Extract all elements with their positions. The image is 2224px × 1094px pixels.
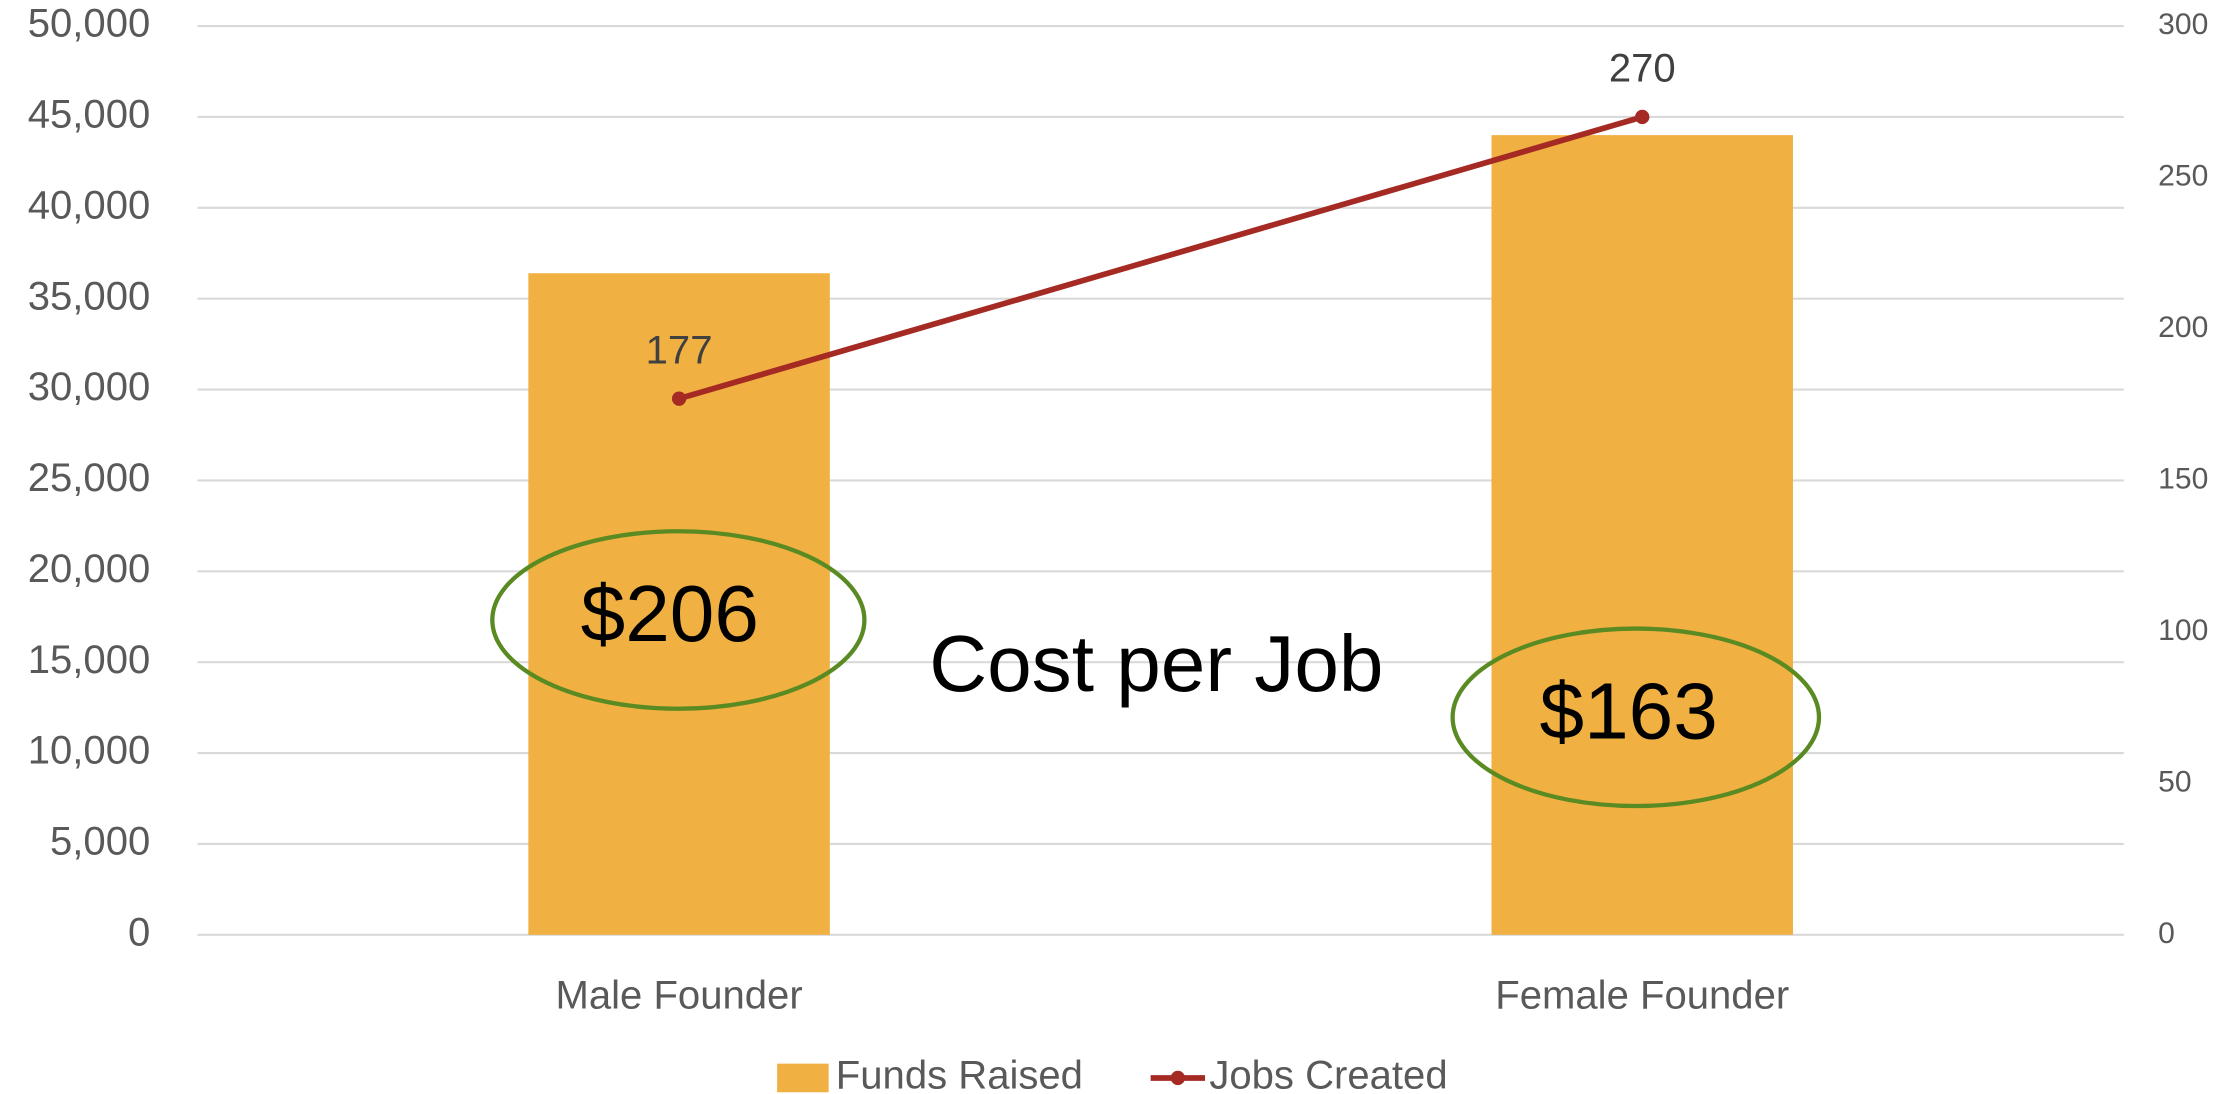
annotation: Cost per Job: [929, 618, 1383, 708]
y-tick-label: 15,000: [28, 638, 151, 682]
y-tick-label: 0: [128, 910, 150, 954]
data-label: 177: [646, 328, 713, 372]
bar: [1491, 135, 1793, 935]
y-tick-label: 45,000: [28, 93, 151, 137]
x-tick-label: Female Founder: [1495, 973, 1789, 1017]
highlight-ellipse: [1450, 626, 1822, 809]
highlight-ellipse: [490, 529, 867, 711]
legend-label: Jobs Created: [1209, 1054, 1447, 1094]
annotation: $206: [581, 568, 759, 658]
annotation: $163: [1540, 665, 1718, 755]
line: [678, 114, 1644, 402]
y-tick-label: 30,000: [28, 365, 151, 409]
line-point: [1635, 109, 1650, 125]
y-tick-label: 10,000: [28, 729, 151, 773]
y-tick-label: 50,000: [28, 2, 151, 46]
y-tick-label: 35,000: [28, 274, 151, 318]
y2-tick-label: 250: [2158, 159, 2208, 192]
y-tick-label: 5,000: [50, 820, 150, 864]
legend-swatch: [777, 1063, 829, 1093]
y2-tick-label: 100: [2158, 614, 2208, 647]
bar: [528, 273, 830, 935]
labels: 0 5,000 10,000 15,000 20,000 25,000 30,000 35,0…: [28, 2, 2209, 1094]
y-tick-label: 20,000: [28, 547, 151, 591]
x-tick-label: Male Founder: [555, 973, 802, 1017]
legend-label: Funds Raised: [836, 1054, 1083, 1094]
y-tick-label: 25,000: [28, 456, 151, 500]
line-point: [671, 391, 687, 406]
y2-tick-label: 300: [2158, 8, 2208, 41]
y2-tick-label: 200: [2158, 311, 2208, 344]
legend-marker: [1170, 1070, 1185, 1086]
y2-tick-label: 150: [2158, 462, 2208, 495]
y-tick-label: 40,000: [28, 183, 151, 227]
y2-tick-label: 50: [2158, 765, 2191, 798]
data-label: 270: [1609, 47, 1676, 91]
y2-tick-label: 0: [2158, 917, 2175, 950]
marks: [528, 109, 1793, 935]
grid: [197, 24, 2124, 936]
